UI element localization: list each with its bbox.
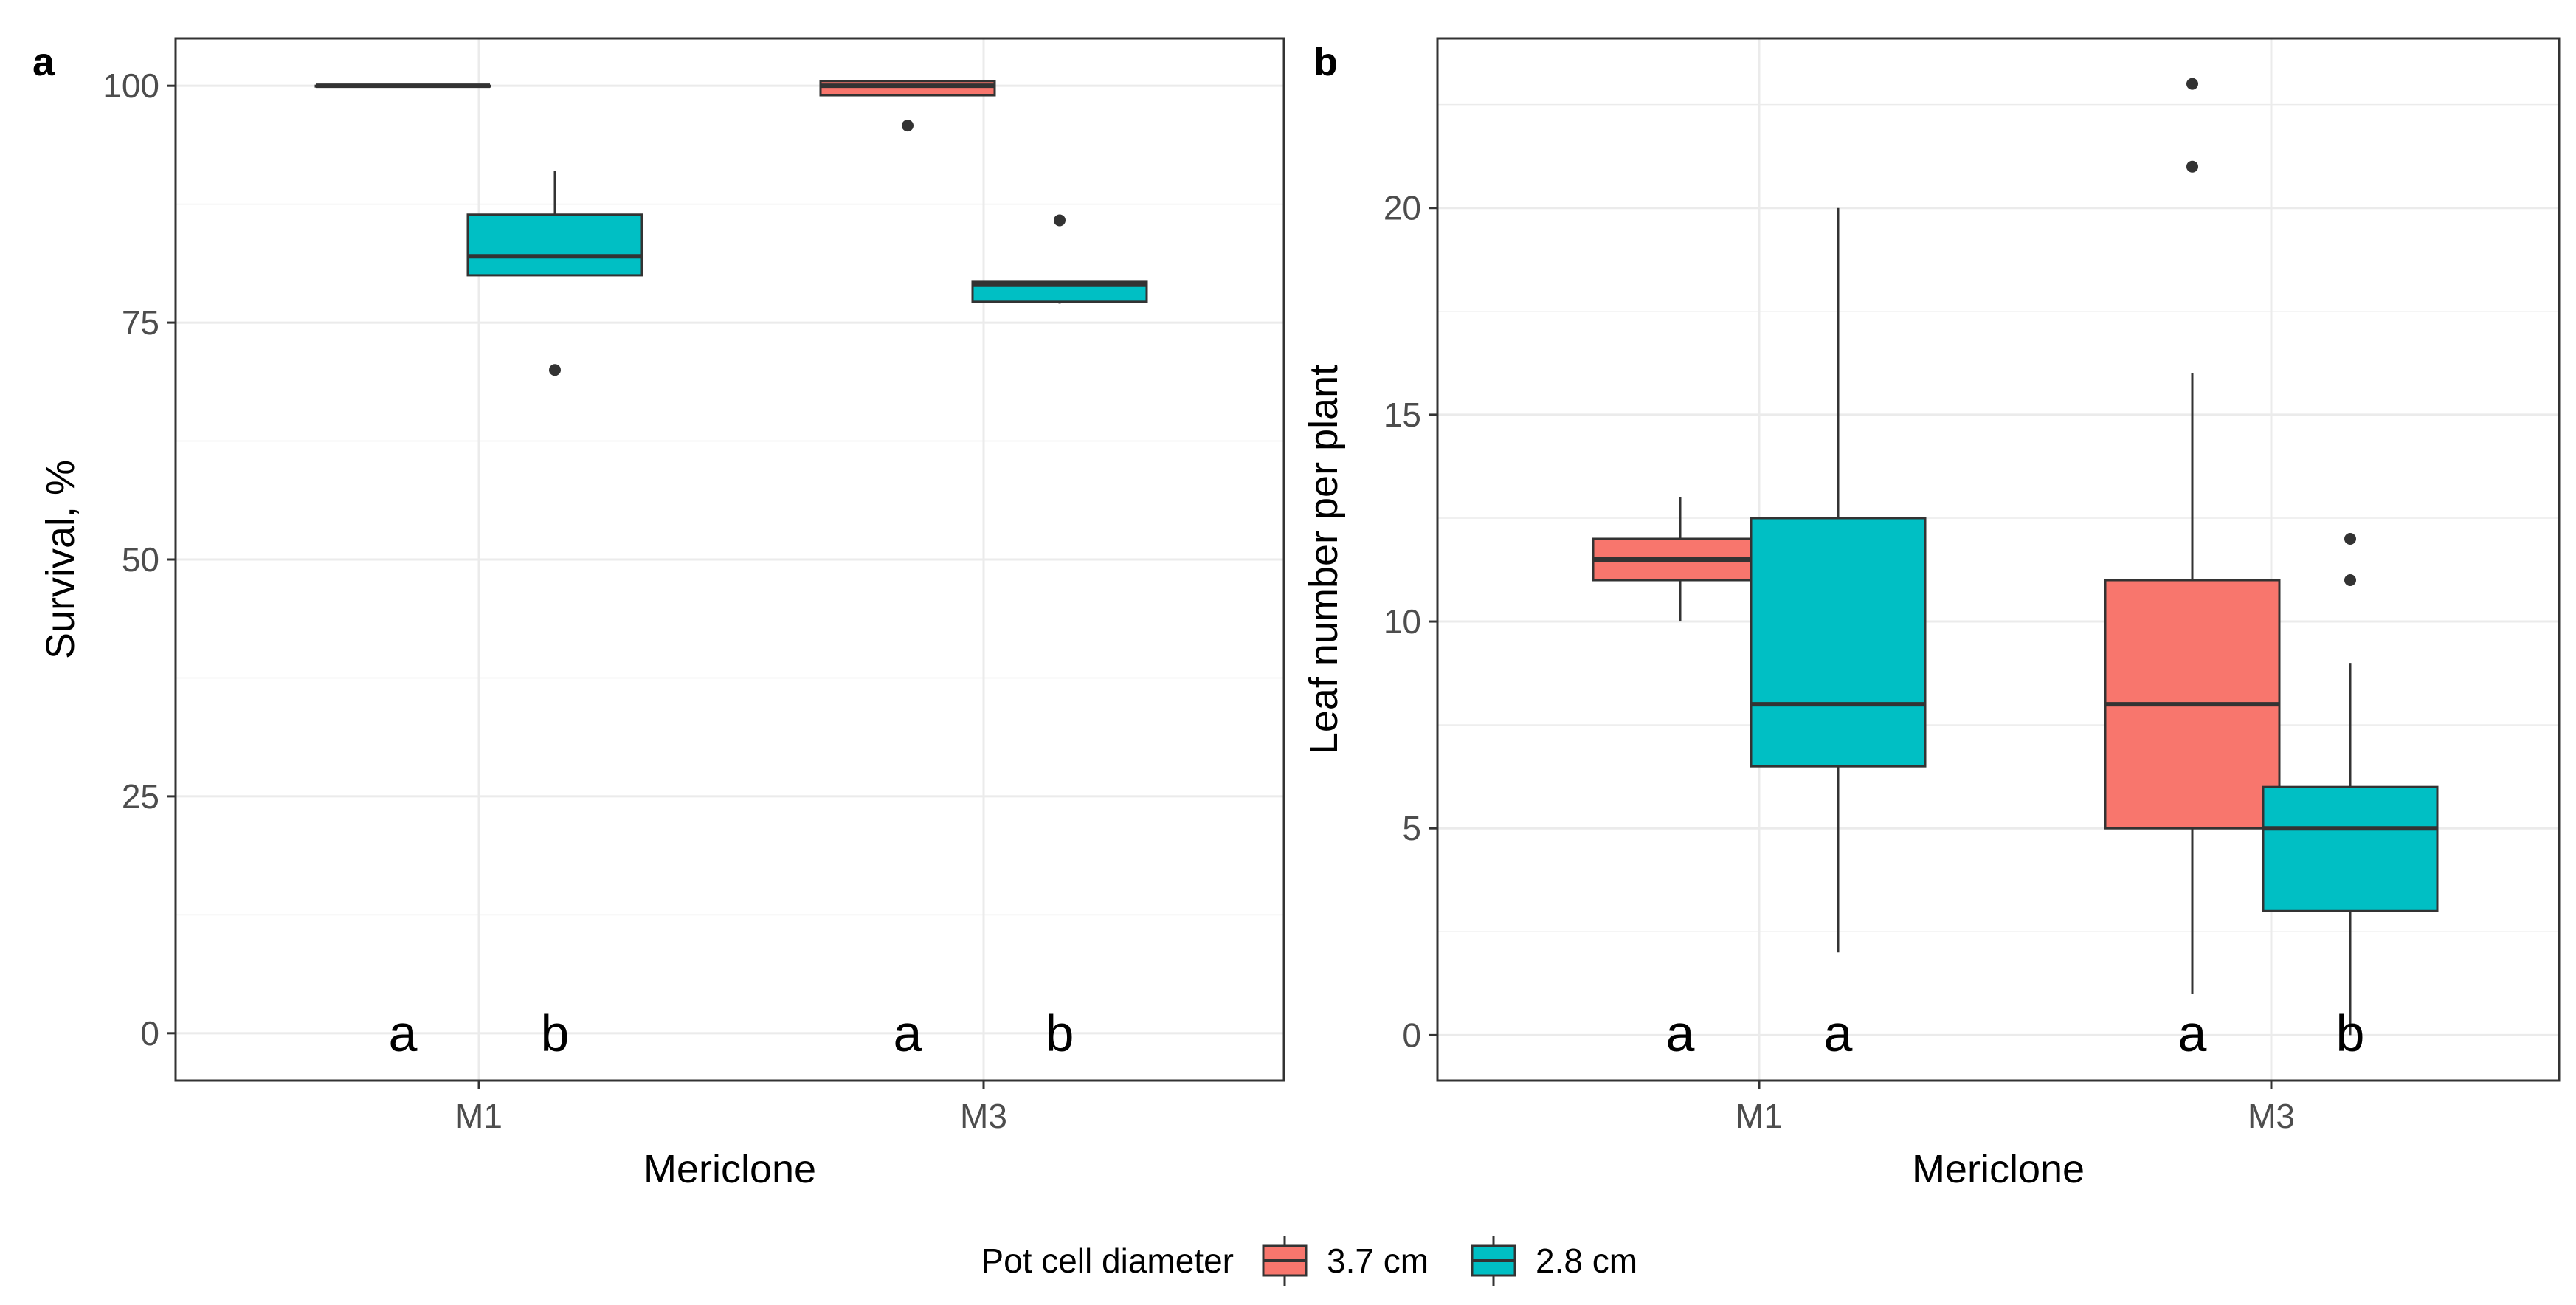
y-tick-label: 25: [122, 777, 159, 816]
panel-b-letter: b: [1313, 40, 1338, 84]
panel-a-letter: a: [32, 40, 55, 84]
x-tick-label: M3: [960, 1097, 1007, 1135]
outlier-point: [1054, 214, 1066, 227]
legend: Pot cell diameter 3.7 cm 2.8 cm: [981, 1236, 1637, 1286]
panel-a-boxes: [314, 80, 1148, 376]
panel-b-y-axis-title: Leaf number per plant: [1302, 365, 1346, 754]
boxplot-37cm-M1: [1592, 497, 1769, 622]
significance-letter: a: [1824, 1005, 1853, 1062]
legend-label-2-8cm: 2.8 cm: [1536, 1242, 1637, 1280]
outlier-point: [2186, 160, 2198, 173]
box-iqr: [2262, 785, 2439, 912]
boxplot-28cm-M3: [971, 214, 1148, 304]
boxplot-37cm-M3: [819, 80, 996, 132]
outlier-point: [902, 120, 914, 132]
x-tick-label: M3: [2248, 1097, 2295, 1135]
y-tick-label: 100: [103, 66, 159, 105]
outlier-point: [2186, 78, 2198, 90]
panel-a-xticks: M1 M3: [455, 1081, 1007, 1135]
outlier-point: [549, 364, 561, 376]
outlier-point: [2344, 532, 2356, 545]
y-tick-label: 15: [1384, 396, 1421, 434]
panel-b: a a a b 0 5 10 15 20 M1 M3 b Leaf number per pla…: [1302, 37, 2561, 1191]
significance-letter: a: [894, 1005, 922, 1062]
legend-key-3-7cm: [1262, 1236, 1308, 1286]
panel-a-y-axis-title: Survival, %: [38, 460, 83, 659]
significance-letter: a: [2178, 1005, 2207, 1062]
panel-b-x-axis-title: Mericlone: [1912, 1147, 2085, 1191]
legend-title: Pot cell diameter: [981, 1242, 1234, 1280]
panel-b-border: [1436, 37, 2561, 1082]
panel-b-boxes: [1592, 78, 2439, 1036]
y-tick-label: 5: [1402, 809, 1421, 847]
box-iqr: [466, 213, 643, 277]
panel-a-yticks: 0 25 50 75 100: [103, 66, 176, 1053]
boxplot-37cm-M3: [2104, 78, 2281, 994]
legend-key-2-8cm: [1471, 1236, 1516, 1286]
significance-letter: a: [389, 1005, 418, 1062]
panel-a-x-axis-title: Mericlone: [643, 1147, 816, 1191]
significance-letter: b: [2336, 1005, 2365, 1062]
y-tick-label: 75: [122, 303, 159, 342]
y-tick-label: 50: [122, 540, 159, 579]
y-tick-label: 10: [1384, 602, 1421, 641]
y-tick-label: 0: [140, 1014, 159, 1053]
panel-b-yticks: 0 5 10 15 20: [1384, 189, 1437, 1054]
box-iqr: [819, 80, 996, 97]
panel-b-xticks: M1 M3: [1736, 1081, 2295, 1135]
y-tick-label: 20: [1384, 189, 1421, 227]
y-tick-label: 0: [1402, 1016, 1421, 1054]
significance-letter: b: [541, 1005, 570, 1062]
legend-label-3-7cm: 3.7 cm: [1327, 1242, 1429, 1280]
panel-a: a b a b 0 25 50 75 100 M1 M3 a Survival, % Meric…: [32, 37, 1285, 1191]
outlier-point: [2344, 574, 2356, 587]
boxplot-28cm-M1: [1750, 207, 1927, 953]
boxplot-28cm-M3: [2262, 532, 2439, 1036]
significance-letter: b: [1046, 1005, 1074, 1062]
x-tick-label: M1: [1736, 1097, 1783, 1135]
x-tick-label: M1: [455, 1097, 503, 1135]
boxplot-28cm-M1: [466, 171, 643, 376]
box-iqr: [1750, 517, 1927, 768]
significance-letter: a: [1666, 1005, 1695, 1062]
